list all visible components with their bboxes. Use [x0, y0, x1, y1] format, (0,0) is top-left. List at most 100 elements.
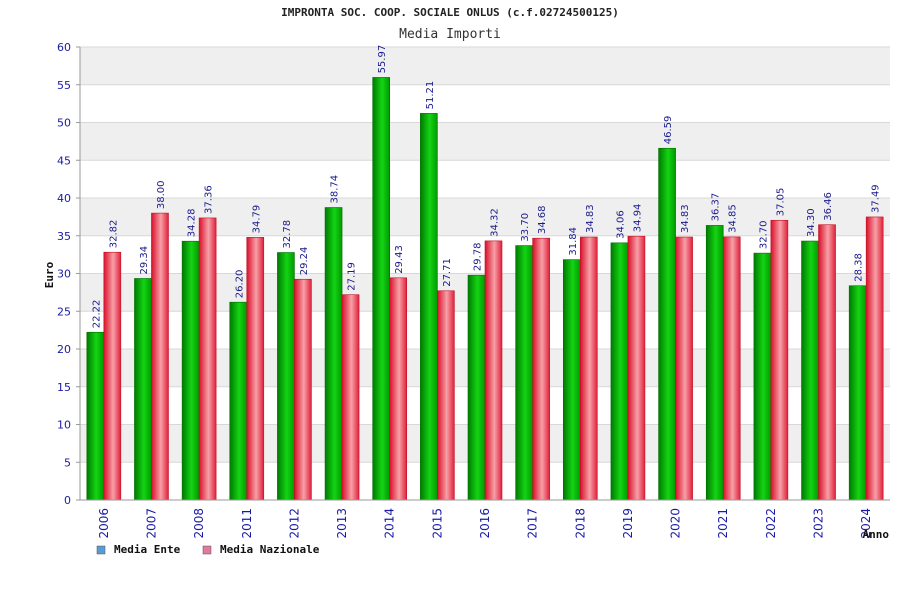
- grid-band: [80, 47, 890, 85]
- value-label-media-ente-2013: 38.74: [330, 175, 341, 204]
- bar-media-ente-2012: [277, 252, 295, 501]
- x-tick-label-2012: 2012: [287, 508, 301, 539]
- bar-media-ente-2017: [515, 245, 533, 501]
- bar-media-ente-2022: [753, 252, 772, 501]
- chart-title: IMPRONTA SOC. COOP. SOCIALE ONLUS (c.f.0…: [281, 6, 619, 19]
- bar-media-nazionale-2021: [722, 236, 741, 501]
- bar-media-ente-2020: [658, 147, 676, 501]
- value-label-media-nazionale-2015: 27.71: [442, 258, 453, 287]
- value-label-media-ente-2022: 32.70: [758, 220, 769, 249]
- value-label-media-ente-2006: 22.22: [91, 300, 102, 329]
- value-label-media-nazionale-2007: 38.00: [156, 180, 167, 209]
- bar-media-nazionale-2013: [341, 294, 360, 501]
- value-label-media-nazionale-2012: 29.24: [299, 247, 310, 276]
- bar-media-ente-2013: [324, 207, 343, 501]
- y-tick-label: 20: [57, 343, 71, 356]
- value-label-media-nazionale-2022: 37.05: [775, 188, 786, 217]
- y-tick-label: 15: [57, 381, 71, 394]
- value-label-media-nazionale-2016: 34.32: [490, 208, 501, 237]
- legend-swatch-media-ente: [96, 545, 106, 555]
- y-tick-label: 50: [57, 117, 71, 130]
- value-label-media-ente-2024: 28.38: [854, 253, 865, 282]
- bar-media-ente-2021: [705, 225, 724, 501]
- value-label-media-nazionale-2024: 37.49: [871, 184, 882, 213]
- x-tick-label-2024: 2024: [859, 508, 873, 539]
- value-label-media-nazionale-2006: 32.82: [108, 220, 119, 249]
- legend: Media Ente Media Nazionale: [96, 543, 320, 556]
- value-label-media-nazionale-2013: 27.19: [347, 262, 358, 291]
- value-label-media-nazionale-2017: 34.68: [537, 206, 548, 235]
- y-tick-label: 40: [57, 192, 71, 205]
- bar-media-nazionale-2015: [437, 290, 455, 501]
- value-label-media-nazionale-2021: 34.85: [728, 204, 739, 233]
- x-tick-label-2018: 2018: [573, 508, 587, 539]
- value-label-media-ente-2018: 31.84: [568, 227, 579, 256]
- value-label-media-nazionale-2019: 34.94: [632, 204, 643, 233]
- bar-media-nazionale-2023: [818, 224, 836, 501]
- legend-label-media-ente: Media Ente: [114, 543, 181, 556]
- bar-media-ente-2008: [181, 240, 200, 501]
- bar-media-ente-2011: [229, 301, 248, 501]
- x-tick-label-2019: 2019: [621, 508, 635, 539]
- y-tick-label: 25: [57, 305, 71, 318]
- y-tick-label: 45: [57, 154, 71, 167]
- bar-media-ente-2019: [610, 242, 629, 501]
- value-label-media-ente-2023: 34.30: [806, 208, 817, 237]
- value-label-media-ente-2012: 32.78: [282, 220, 293, 249]
- x-axis-ticks: 2006 2007 2008 2011 2012 2013 2014 2015 2016 2017…: [97, 508, 873, 539]
- bar-media-nazionale-2014: [389, 277, 408, 501]
- bar-media-ente-2006: [86, 331, 105, 501]
- x-tick-label-2021: 2021: [716, 508, 730, 539]
- bar-media-nazionale-2007: [151, 212, 169, 501]
- x-tick-label-2007: 2007: [144, 508, 158, 539]
- value-label-media-ente-2014: 55.97: [377, 45, 388, 74]
- x-tick-label-2020: 2020: [669, 508, 683, 539]
- x-tick-label-2016: 2016: [478, 508, 492, 539]
- y-tick-label: 60: [57, 41, 71, 54]
- value-label-media-nazionale-2014: 29.43: [394, 245, 405, 274]
- bar-media-ente-2014: [372, 77, 391, 501]
- value-label-media-ente-2011: 26.20: [234, 270, 245, 299]
- y-tick-label: 5: [64, 456, 71, 469]
- x-tick-label-2006: 2006: [97, 508, 111, 539]
- y-tick-label: 10: [57, 419, 71, 432]
- bar-media-nazionale-2019: [627, 235, 646, 501]
- y-axis-title: Euro: [43, 261, 56, 288]
- x-tick-label-2023: 2023: [812, 508, 826, 539]
- bar-media-nazionale-2006: [103, 251, 122, 501]
- bars: 22.22 32.82 29.34 38.00 34.28 37.36 26.20 34.79…: [86, 45, 884, 501]
- y-tick-label: 55: [57, 79, 71, 92]
- x-tick-label-2014: 2014: [383, 508, 397, 539]
- y-tick-label: 0: [64, 494, 71, 507]
- x-tick-label-2008: 2008: [192, 508, 206, 539]
- bar-media-ente-2015: [420, 113, 438, 501]
- x-tick-label-2013: 2013: [335, 508, 349, 539]
- y-tick-label: 30: [57, 268, 71, 281]
- x-tick-label-2011: 2011: [240, 508, 254, 539]
- grid-band: [80, 122, 890, 161]
- bar-media-nazionale-2012: [294, 278, 312, 501]
- value-label-media-ente-2019: 34.06: [615, 210, 626, 239]
- bar-media-nazionale-2016: [484, 240, 503, 501]
- bar-media-nazionale-2020: [675, 236, 693, 501]
- value-label-media-ente-2007: 29.34: [139, 246, 150, 275]
- value-label-media-ente-2015: 51.21: [425, 81, 436, 110]
- x-axis-title: Anno: [863, 528, 890, 541]
- value-label-media-nazionale-2020: 34.83: [680, 204, 691, 233]
- bar-media-ente-2018: [562, 259, 581, 501]
- bar-media-ente-2007: [134, 278, 152, 501]
- value-label-media-ente-2021: 36.37: [711, 193, 722, 222]
- bar-media-ente-2023: [801, 240, 819, 501]
- bar-media-nazionale-2024: [865, 216, 884, 501]
- value-label-media-nazionale-2011: 34.79: [251, 205, 262, 234]
- value-label-media-nazionale-2008: 37.36: [204, 185, 215, 214]
- value-label-media-ente-2016: 29.78: [473, 243, 484, 272]
- value-label-media-ente-2020: 46.59: [663, 116, 674, 145]
- x-tick-label-2022: 2022: [764, 508, 778, 539]
- value-label-media-nazionale-2023: 36.46: [823, 192, 834, 221]
- bar-media-nazionale-2018: [579, 236, 598, 501]
- x-tick-label-2017: 2017: [526, 508, 540, 539]
- value-label-media-ente-2008: 34.28: [187, 209, 198, 238]
- bar-media-ente-2024: [848, 285, 867, 501]
